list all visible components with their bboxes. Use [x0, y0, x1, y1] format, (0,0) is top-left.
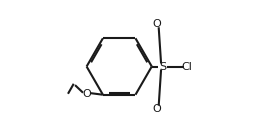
Text: S: S [159, 61, 166, 72]
Text: Cl: Cl [181, 61, 192, 72]
Text: O: O [153, 19, 161, 29]
Text: O: O [153, 104, 161, 114]
Text: O: O [82, 89, 91, 99]
